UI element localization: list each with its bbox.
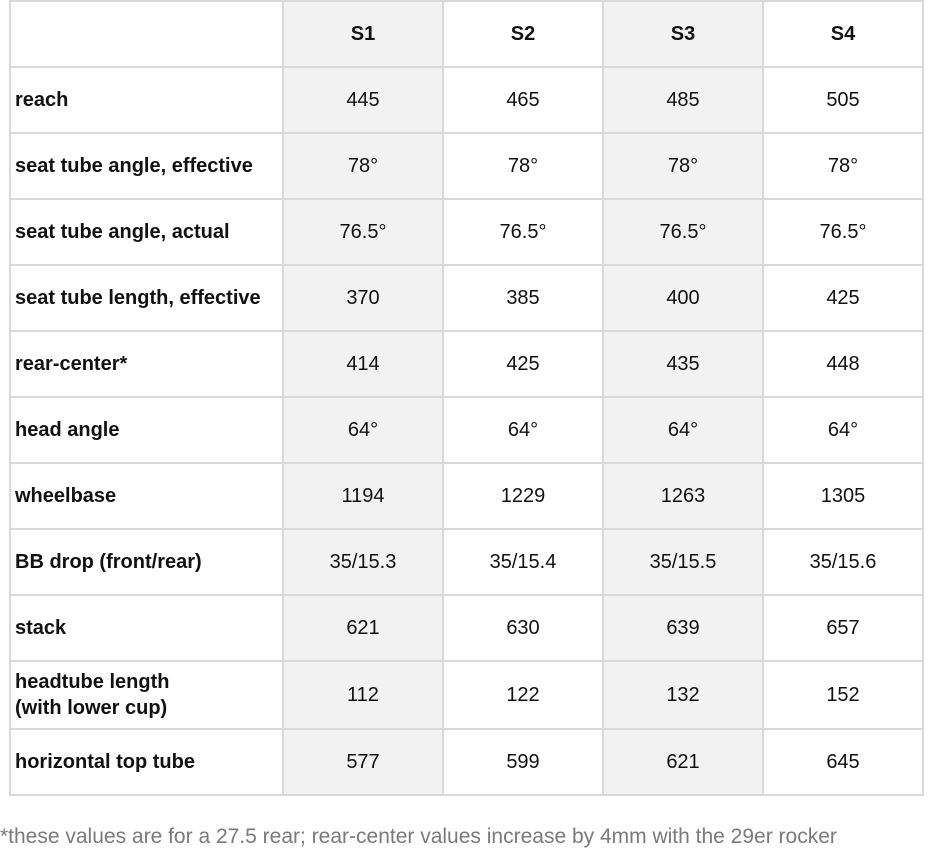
row-label: head angle <box>9 396 284 464</box>
value-cell: 132 <box>602 660 764 730</box>
row-label: rear-center* <box>9 330 284 398</box>
value-cell: 621 <box>602 728 764 796</box>
value-cell: 639 <box>602 594 764 662</box>
value-cell: 76.5° <box>602 198 764 266</box>
row-label: seat tube angle, actual <box>9 198 284 266</box>
table-body: reach 445 465 485 505 seat tube angle, effect… <box>9 66 924 796</box>
value-cell: 64° <box>282 396 444 464</box>
value-cell: 445 <box>282 66 444 134</box>
value-cell: 35/15.3 <box>282 528 444 596</box>
value-cell: 64° <box>602 396 764 464</box>
table-row: seat tube length, effective 370 385 400 425 <box>9 264 924 332</box>
value-cell: 76.5° <box>762 198 924 266</box>
footnote: *these values are for a 27.5 rear; rear-… <box>0 825 837 848</box>
row-label: wheelbase <box>9 462 284 530</box>
value-cell: 1194 <box>282 462 444 530</box>
value-cell: 425 <box>762 264 924 332</box>
table-row: seat tube angle, actual 76.5° 76.5° 76.5° 76… <box>9 198 924 266</box>
table-row: BB drop (front/rear) 35/15.3 35/15.4 35/15.… <box>9 528 924 596</box>
value-cell: 1229 <box>442 462 604 530</box>
value-cell: 35/15.4 <box>442 528 604 596</box>
value-cell: 645 <box>762 728 924 796</box>
value-cell: 657 <box>762 594 924 662</box>
value-cell: 465 <box>442 66 604 134</box>
table-row: horizontal top tube 577 599 621 645 <box>9 728 924 796</box>
value-cell: 414 <box>282 330 444 398</box>
value-cell: 370 <box>282 264 444 332</box>
table-row: headtube length (with lower cup) 112 122 13… <box>9 660 924 730</box>
header-corner-cell <box>9 0 284 68</box>
value-cell: 505 <box>762 66 924 134</box>
value-cell: 122 <box>442 660 604 730</box>
value-cell: 577 <box>282 728 444 796</box>
value-cell: 385 <box>442 264 604 332</box>
table-row: reach 445 465 485 505 <box>9 66 924 134</box>
geometry-table: S1 S2 S3 S4 reach 445 465 485 505 seat tube a… <box>9 0 924 796</box>
table-row: wheelbase 1194 1229 1263 1305 <box>9 462 924 530</box>
value-cell: 425 <box>442 330 604 398</box>
header-row: S1 S2 S3 S4 <box>9 0 924 68</box>
row-label: BB drop (front/rear) <box>9 528 284 596</box>
row-label: reach <box>9 66 284 134</box>
value-cell: 485 <box>602 66 764 134</box>
value-cell: 630 <box>442 594 604 662</box>
value-cell: 112 <box>282 660 444 730</box>
value-cell: 64° <box>762 396 924 464</box>
value-cell: 400 <box>602 264 764 332</box>
value-cell: 621 <box>282 594 444 662</box>
value-cell: 78° <box>602 132 764 200</box>
row-label: headtube length (with lower cup) <box>9 660 284 730</box>
value-cell: 78° <box>442 132 604 200</box>
value-cell: 435 <box>602 330 764 398</box>
value-cell: 448 <box>762 330 924 398</box>
row-label: stack <box>9 594 284 662</box>
value-cell: 76.5° <box>282 198 444 266</box>
value-cell: 599 <box>442 728 604 796</box>
value-cell: 76.5° <box>442 198 604 266</box>
table-row: head angle 64° 64° 64° 64° <box>9 396 924 464</box>
row-label: seat tube length, effective <box>9 264 284 332</box>
table-row: stack 621 630 639 657 <box>9 594 924 662</box>
value-cell: 152 <box>762 660 924 730</box>
value-cell: 35/15.6 <box>762 528 924 596</box>
value-cell: 35/15.5 <box>602 528 764 596</box>
size-header-s4: S4 <box>762 0 924 68</box>
value-cell: 78° <box>282 132 444 200</box>
value-cell: 1305 <box>762 462 924 530</box>
value-cell: 78° <box>762 132 924 200</box>
size-header-s2: S2 <box>442 0 604 68</box>
row-label: seat tube angle, effective <box>9 132 284 200</box>
size-header-s3: S3 <box>602 0 764 68</box>
table-row: rear-center* 414 425 435 448 <box>9 330 924 398</box>
table-row: seat tube angle, effective 78° 78° 78° 78° <box>9 132 924 200</box>
row-label: horizontal top tube <box>9 728 284 796</box>
value-cell: 1263 <box>602 462 764 530</box>
size-header-s1: S1 <box>282 0 444 68</box>
value-cell: 64° <box>442 396 604 464</box>
